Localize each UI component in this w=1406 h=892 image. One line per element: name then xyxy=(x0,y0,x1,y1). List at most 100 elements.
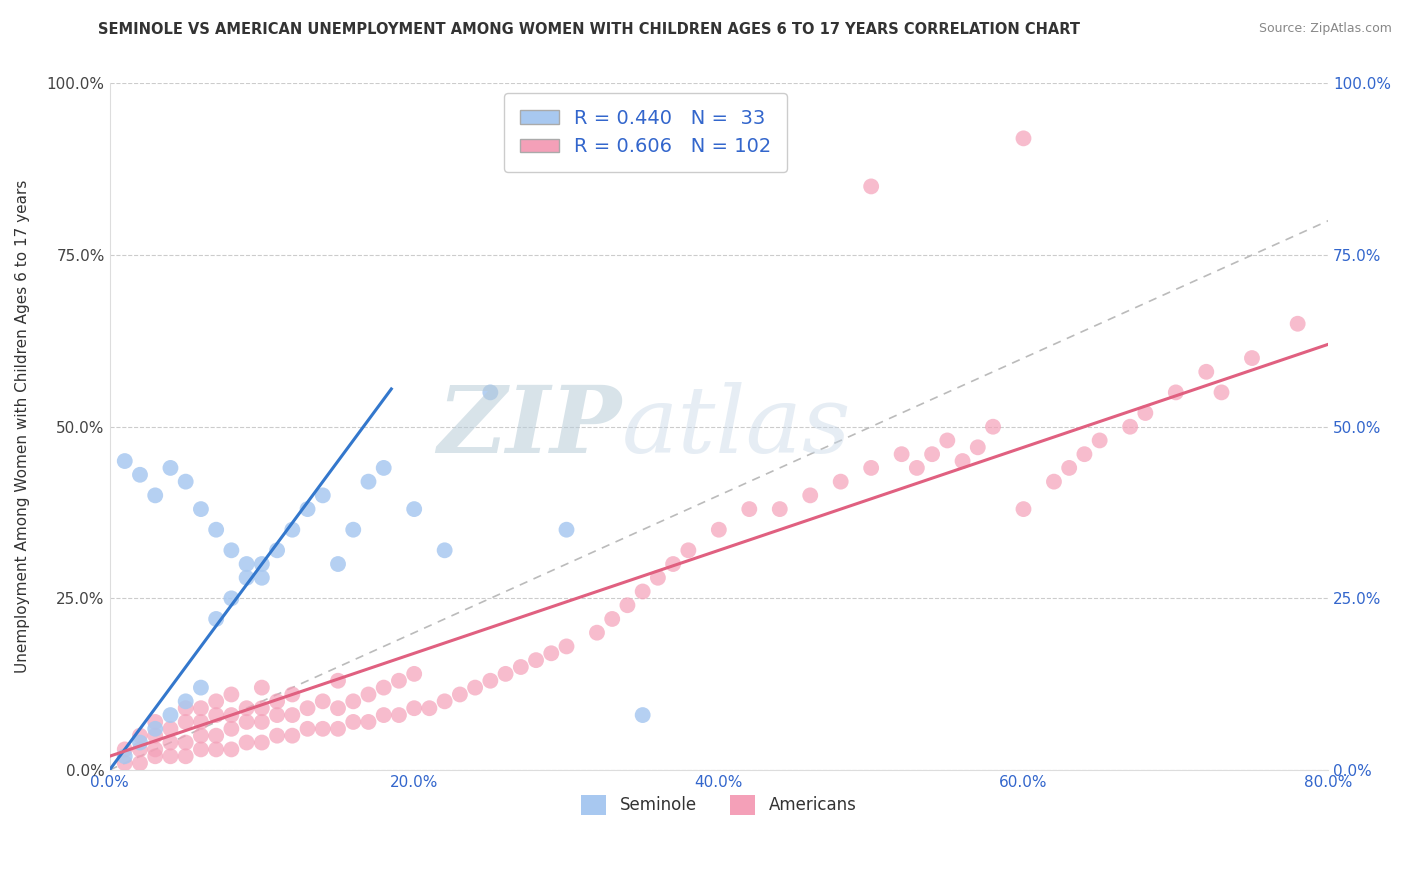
Point xyxy=(281,729,304,743)
Point xyxy=(1211,385,1233,400)
Point xyxy=(174,475,197,489)
Point xyxy=(205,708,228,723)
Point xyxy=(159,708,181,723)
Point xyxy=(890,447,912,461)
Point xyxy=(114,749,136,764)
Point xyxy=(555,640,578,654)
Point xyxy=(769,502,792,516)
Point xyxy=(190,729,212,743)
Point xyxy=(540,646,562,660)
Point xyxy=(129,467,152,482)
Point xyxy=(266,694,288,708)
Point xyxy=(221,591,243,606)
Point xyxy=(312,488,335,502)
Point xyxy=(952,454,974,468)
Point xyxy=(404,666,426,681)
Point xyxy=(631,708,654,723)
Point xyxy=(114,756,136,771)
Point xyxy=(266,708,288,723)
Point xyxy=(555,523,578,537)
Point xyxy=(235,701,257,715)
Point xyxy=(174,735,197,749)
Point xyxy=(418,701,440,715)
Point xyxy=(312,722,335,736)
Point xyxy=(905,461,928,475)
Point xyxy=(129,735,152,749)
Point xyxy=(205,729,228,743)
Point xyxy=(250,557,273,571)
Point xyxy=(1012,131,1035,145)
Point xyxy=(388,708,411,723)
Point xyxy=(205,612,228,626)
Point xyxy=(616,599,638,613)
Y-axis label: Unemployment Among Women with Children Ages 6 to 17 years: Unemployment Among Women with Children A… xyxy=(15,180,30,673)
Point xyxy=(738,502,761,516)
Point xyxy=(221,742,243,756)
Point xyxy=(921,447,943,461)
Point xyxy=(143,729,166,743)
Point xyxy=(297,722,319,736)
Point xyxy=(1043,475,1066,489)
Point xyxy=(190,502,212,516)
Point xyxy=(357,714,380,729)
Point xyxy=(190,701,212,715)
Point xyxy=(678,543,700,558)
Point xyxy=(159,749,181,764)
Point xyxy=(250,571,273,585)
Point xyxy=(936,434,959,448)
Point xyxy=(281,688,304,702)
Point xyxy=(159,461,181,475)
Point xyxy=(1119,419,1142,434)
Point xyxy=(190,714,212,729)
Point xyxy=(190,681,212,695)
Point xyxy=(524,653,547,667)
Point xyxy=(326,673,349,688)
Text: ZIP: ZIP xyxy=(437,382,621,472)
Point xyxy=(312,694,335,708)
Point xyxy=(114,742,136,756)
Point xyxy=(221,543,243,558)
Point xyxy=(250,701,273,715)
Point xyxy=(250,681,273,695)
Point xyxy=(143,722,166,736)
Point xyxy=(404,502,426,516)
Point xyxy=(404,701,426,715)
Text: atlas: atlas xyxy=(621,382,851,472)
Point xyxy=(114,454,136,468)
Point xyxy=(586,625,609,640)
Point xyxy=(235,557,257,571)
Point xyxy=(235,714,257,729)
Point xyxy=(433,694,456,708)
Point xyxy=(495,666,517,681)
Point xyxy=(388,673,411,688)
Point xyxy=(342,694,364,708)
Point xyxy=(326,557,349,571)
Point xyxy=(600,612,623,626)
Point xyxy=(143,714,166,729)
Point xyxy=(235,735,257,749)
Point xyxy=(281,523,304,537)
Point xyxy=(981,419,1004,434)
Point xyxy=(966,440,988,454)
Point xyxy=(159,735,181,749)
Point xyxy=(1057,461,1080,475)
Point xyxy=(1195,365,1218,379)
Point xyxy=(266,729,288,743)
Point xyxy=(479,673,502,688)
Point xyxy=(129,756,152,771)
Point xyxy=(860,179,883,194)
Point xyxy=(174,714,197,729)
Point xyxy=(221,722,243,736)
Point xyxy=(129,742,152,756)
Point xyxy=(205,742,228,756)
Point xyxy=(235,571,257,585)
Point xyxy=(464,681,486,695)
Point xyxy=(250,735,273,749)
Point xyxy=(662,557,685,571)
Point xyxy=(143,749,166,764)
Point xyxy=(647,571,669,585)
Point xyxy=(174,749,197,764)
Point xyxy=(281,708,304,723)
Text: SEMINOLE VS AMERICAN UNEMPLOYMENT AMONG WOMEN WITH CHILDREN AGES 6 TO 17 YEARS C: SEMINOLE VS AMERICAN UNEMPLOYMENT AMONG … xyxy=(98,22,1080,37)
Point xyxy=(479,385,502,400)
